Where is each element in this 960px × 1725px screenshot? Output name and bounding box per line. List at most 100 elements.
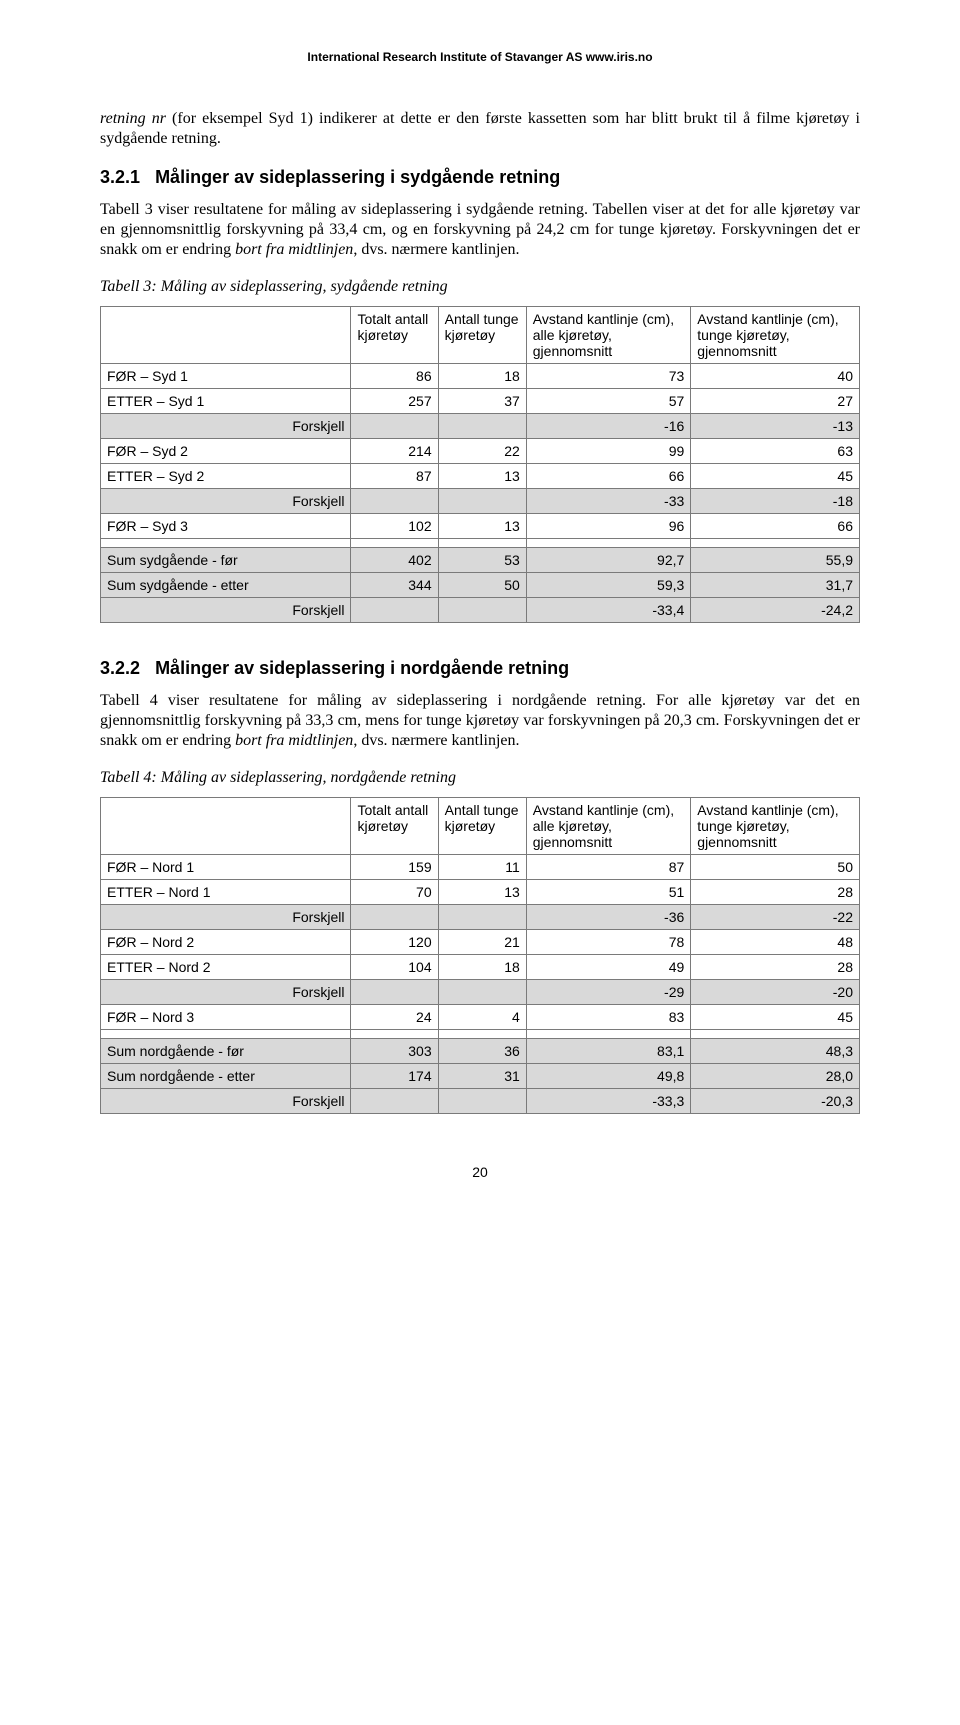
table4-row [101,1030,860,1039]
table4-header-c3: Avstand kantlinje (cm), alle kjøretøy, g… [526,798,691,855]
table3-row: Forskjell-16-13 [101,414,860,439]
table3-cell: 66 [526,464,691,489]
table4-row-label: FØR – Nord 2 [101,930,351,955]
table3-cell: -18 [691,489,860,514]
table3-cell: 57 [526,389,691,414]
table4-cell: 49 [526,955,691,980]
table3-cell: 55,9 [691,548,860,573]
table3-cell: -13 [691,414,860,439]
table4-row-label: Forskjell [101,905,351,930]
table4-body: FØR – Nord 1159118750ETTER – Nord 170135… [101,855,860,1114]
table3-header-c1: Totalt antall kjøretøy [351,307,438,364]
table3-row-label: ETTER – Syd 1 [101,389,351,414]
table-4: Totalt antall kjøretøy Antall tunge kjør… [100,797,860,1114]
table4-row-label [101,1030,351,1039]
table3-header-c2: Antall tunge kjøretøy [438,307,526,364]
table3-cell: 257 [351,389,438,414]
table4-cell: 303 [351,1039,438,1064]
table4-row-label: Forskjell [101,1089,351,1114]
section-title-1: Målinger av sideplassering i sydgående r… [155,167,560,187]
table4-row-label: Forskjell [101,980,351,1005]
table4-cell: 48 [691,930,860,955]
table4-row-label: ETTER – Nord 1 [101,880,351,905]
table4-row: Forskjell-33,3-20,3 [101,1089,860,1114]
table4-cell [351,1089,438,1114]
table4-header-row: Totalt antall kjøretøy Antall tunge kjør… [101,798,860,855]
table3-cell: 37 [438,389,526,414]
table3-cell [351,598,438,623]
table4-row: FØR – Nord 2120217848 [101,930,860,955]
table4-cell: 13 [438,880,526,905]
table4-cell [438,1089,526,1114]
table3-cell: -33 [526,489,691,514]
table3-row-label [101,539,351,548]
table4-row: Forskjell-29-20 [101,980,860,1005]
table4-header-c2: Antall tunge kjøretøy [438,798,526,855]
table4-row: Sum nordgående - etter1743149,828,0 [101,1064,860,1089]
table3-cell: 402 [351,548,438,573]
table3-cell [691,539,860,548]
table4-cell: 51 [526,880,691,905]
table3-row-label: Forskjell [101,598,351,623]
table3-caption: Tabell 3: Måling av sideplassering, sydg… [100,278,860,296]
table4-row: ETTER – Nord 170135128 [101,880,860,905]
table4-row: Forskjell-36-22 [101,905,860,930]
table3-cell: 18 [438,364,526,389]
table4-cell: 120 [351,930,438,955]
table4-row-label: FØR – Nord 3 [101,1005,351,1030]
table3-row-label: ETTER – Syd 2 [101,464,351,489]
table3-row-label: FØR – Syd 3 [101,514,351,539]
table3-cell: -33,4 [526,598,691,623]
table3-row-label: Sum sydgående - etter [101,573,351,598]
table4-cell: -20,3 [691,1089,860,1114]
table3-cell: 87 [351,464,438,489]
table3-row-label: FØR – Syd 1 [101,364,351,389]
table3-row-label: Sum sydgående - før [101,548,351,573]
section1-text-c: , dvs. nærmere kantlinjen. [353,241,519,258]
table4-header-c4: Avstand kantlinje (cm), tunge kjøretøy, … [691,798,860,855]
table3-row: Sum sydgående - før4025392,755,9 [101,548,860,573]
section-heading-2: 3.2.2 Målinger av sideplassering i nordg… [100,658,860,679]
table3-cell: 86 [351,364,438,389]
table3-row: ETTER – Syd 1257375727 [101,389,860,414]
table4-row-label: Sum nordgående - etter [101,1064,351,1089]
section1-paragraph: Tabell 3 viser resultatene for måling av… [100,200,860,260]
table3-cell [438,539,526,548]
intro-rest: (for eksempel Syd 1) indikerer at dette … [100,110,860,147]
table3-cell: 99 [526,439,691,464]
table3-body: FØR – Syd 186187340ETTER – Syd 125737572… [101,364,860,623]
section-number-1: 3.2.1 [100,167,140,187]
table3-cell [526,539,691,548]
table4-cell: 159 [351,855,438,880]
table3-header-row: Totalt antall kjøretøy Antall tunge kjør… [101,307,860,364]
table3-header-blank [101,307,351,364]
table3-cell: 102 [351,514,438,539]
table4-cell: 4 [438,1005,526,1030]
table4-cell: 70 [351,880,438,905]
table3-row: FØR – Syd 186187340 [101,364,860,389]
table3-cell: 50 [438,573,526,598]
table3-cell: 66 [691,514,860,539]
table3-row-label: FØR – Syd 2 [101,439,351,464]
table3-cell: 59,3 [526,573,691,598]
table4-cell: 104 [351,955,438,980]
section-heading-1: 3.2.1 Målinger av sideplassering i sydgå… [100,167,860,188]
table4-row-label: ETTER – Nord 2 [101,955,351,980]
page-number: 20 [100,1164,860,1180]
table4-cell: 50 [691,855,860,880]
section2-italic: bort fra midtlinjen [235,732,353,749]
table3-cell: 45 [691,464,860,489]
table3-cell: 40 [691,364,860,389]
section-title-2: Målinger av sideplassering i nordgående … [155,658,569,678]
table3-cell [351,539,438,548]
table3-cell: 31,7 [691,573,860,598]
table4-cell [351,980,438,1005]
table4-cell: -20 [691,980,860,1005]
table3-cell [351,414,438,439]
table3-header-c3: Avstand kantlinje (cm), alle kjøretøy, g… [526,307,691,364]
table4-header-c1: Totalt antall kjøretøy [351,798,438,855]
table4-cell [438,1030,526,1039]
page-header: International Research Institute of Stav… [100,50,860,64]
table4-row: Sum nordgående - før3033683,148,3 [101,1039,860,1064]
table4-cell: 83,1 [526,1039,691,1064]
